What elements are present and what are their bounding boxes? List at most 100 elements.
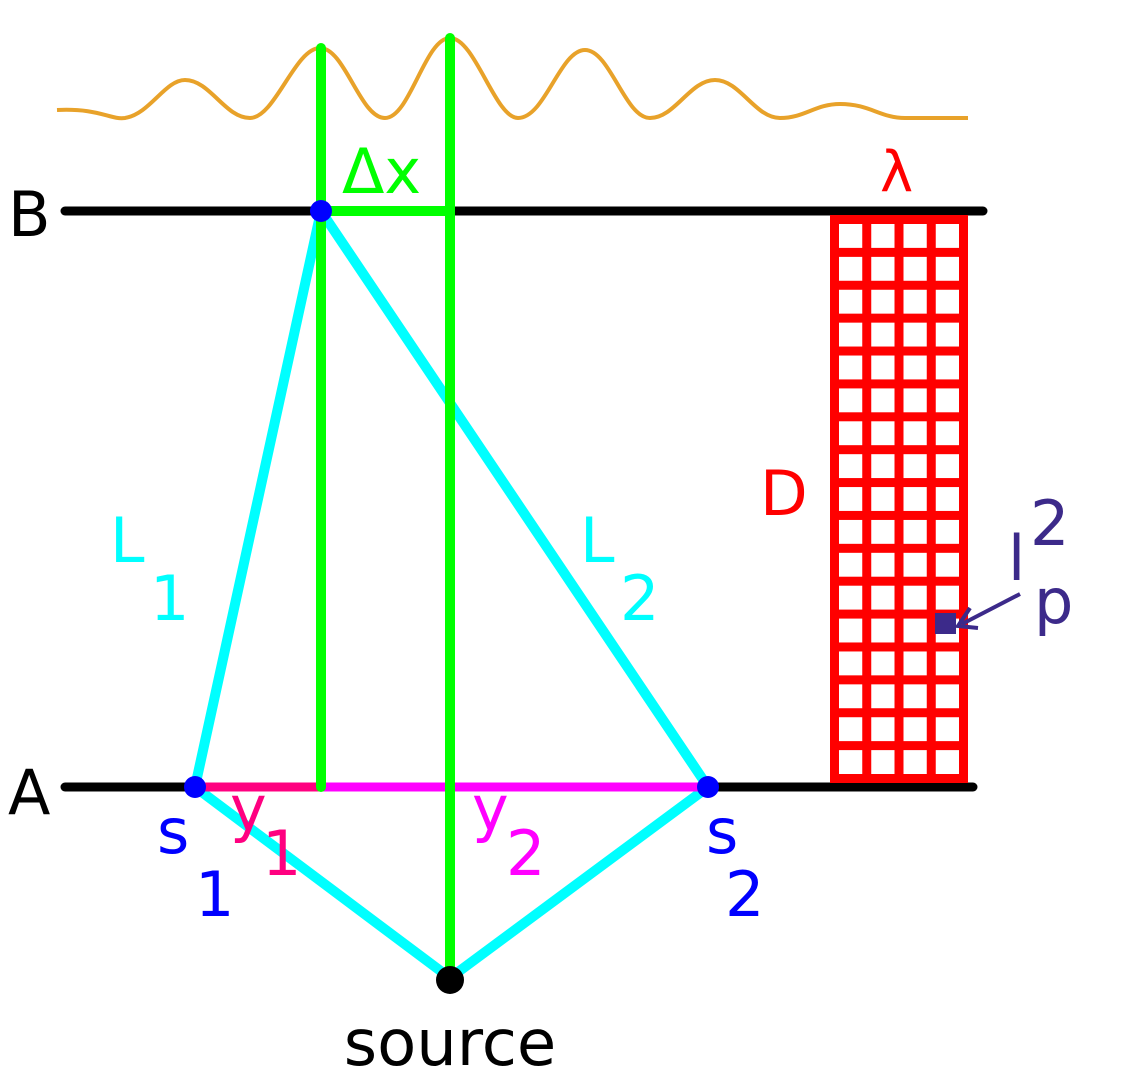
cyan-paths: [190, 206, 713, 983]
grid-cell: [903, 651, 927, 676]
grid-cell: [935, 256, 959, 281]
grid-cell: [839, 684, 863, 709]
grid-cell: [903, 224, 927, 248]
lp-arrow: [961, 592, 1021, 626]
grid-cell: [871, 224, 895, 248]
label-d: D: [760, 457, 808, 530]
label-s2-sub: 2: [725, 858, 764, 931]
lp-arrowhead: [954, 606, 979, 630]
label-y2-sub: 2: [506, 817, 545, 890]
grid-cell: [839, 256, 863, 281]
label-lp-sup: 2: [1030, 487, 1069, 560]
grid-cell: [839, 585, 863, 610]
slit-s2-dot: [697, 776, 719, 798]
grid-cell: [839, 552, 863, 577]
grid-cell: [935, 552, 959, 577]
grid-cell: [871, 618, 895, 643]
grid-cell: [871, 519, 895, 544]
grid-cell: [935, 717, 959, 742]
label-source: source: [344, 1007, 557, 1081]
grid-cell: [935, 750, 959, 774]
grid-cell: [871, 585, 895, 610]
label-y1-main: y: [230, 772, 267, 845]
label-b: B: [8, 178, 51, 251]
grid-cell: [935, 421, 959, 446]
label-delta-x: Δx: [342, 135, 421, 208]
grid-cell: [935, 322, 959, 347]
grid-cell: [903, 454, 927, 479]
grid-cell: [839, 750, 863, 774]
grid-cell: [903, 289, 927, 314]
grid-cell: [903, 684, 927, 709]
grid-cell: [935, 651, 959, 676]
source-dot: [436, 966, 464, 994]
grid-cell: [871, 355, 895, 380]
label-l2-main: L: [580, 504, 615, 577]
grid-cell: [903, 388, 927, 413]
label-a: A: [8, 756, 50, 829]
label-lp-sub: p: [1034, 565, 1073, 638]
grid-cell: [839, 519, 863, 544]
grid-cell: [903, 355, 927, 380]
grid-cell: [935, 684, 959, 709]
grid-cell: [839, 388, 863, 413]
grid-cell: [871, 289, 895, 314]
grid-cell: [935, 519, 959, 544]
grid-cell: [903, 256, 927, 281]
point-top: [310, 200, 332, 222]
lp-marker: [935, 613, 956, 634]
label-s1-main: s: [157, 795, 189, 868]
grid-cell: [871, 684, 895, 709]
grid-cell: [839, 487, 863, 511]
grid-cell: [871, 552, 895, 577]
grid-cell: [839, 224, 863, 248]
grid-cell: [839, 651, 863, 676]
slit-s1-dot: [184, 776, 206, 798]
grid-cell: [903, 552, 927, 577]
grid-cell: [903, 487, 927, 511]
grid-cell: [839, 421, 863, 446]
grid-cell: [871, 651, 895, 676]
grid-cell: [871, 388, 895, 413]
grid-cell: [839, 717, 863, 742]
label-lp-main: l: [1008, 522, 1025, 595]
label-s1-sub: 1: [195, 858, 234, 931]
grid-cell: [839, 454, 863, 479]
interference-wave: [56, 35, 968, 121]
grid-cell: [935, 289, 959, 314]
green-lines: [316, 33, 455, 983]
grid-cell: [935, 388, 959, 413]
grid-cell: [871, 717, 895, 742]
label-y2-main: y: [472, 772, 509, 845]
grid-cell: [871, 322, 895, 347]
grid-cell: [935, 487, 959, 511]
grid-cell: [903, 618, 927, 643]
grid-cell: [903, 717, 927, 742]
grid-cell: [871, 454, 895, 479]
grid-cell: [935, 585, 959, 610]
grid-d: [830, 215, 968, 783]
grid-cell: [935, 224, 959, 248]
grid-cell: [903, 750, 927, 774]
grid-cell: [839, 618, 863, 643]
grid-cell: [871, 256, 895, 281]
grid-cell: [935, 355, 959, 380]
grid-cell: [903, 421, 927, 446]
label-lambda: λ: [880, 140, 913, 205]
grid-cell: [839, 355, 863, 380]
grid-cell: [839, 322, 863, 347]
label-l1-main: L: [110, 504, 145, 577]
label-l2-sub: 2: [620, 562, 659, 635]
label-y1-sub: 1: [262, 817, 301, 890]
label-s2-main: s: [706, 795, 738, 868]
grid-cell: [871, 487, 895, 511]
grid-cell: [871, 750, 895, 774]
grid-cell: [839, 289, 863, 314]
grid-cell: [903, 519, 927, 544]
label-l1-sub: 1: [150, 562, 189, 635]
grid-cell: [903, 585, 927, 610]
grid-cell: [935, 454, 959, 479]
grid-cell: [903, 322, 927, 347]
grid-cell: [871, 421, 895, 446]
